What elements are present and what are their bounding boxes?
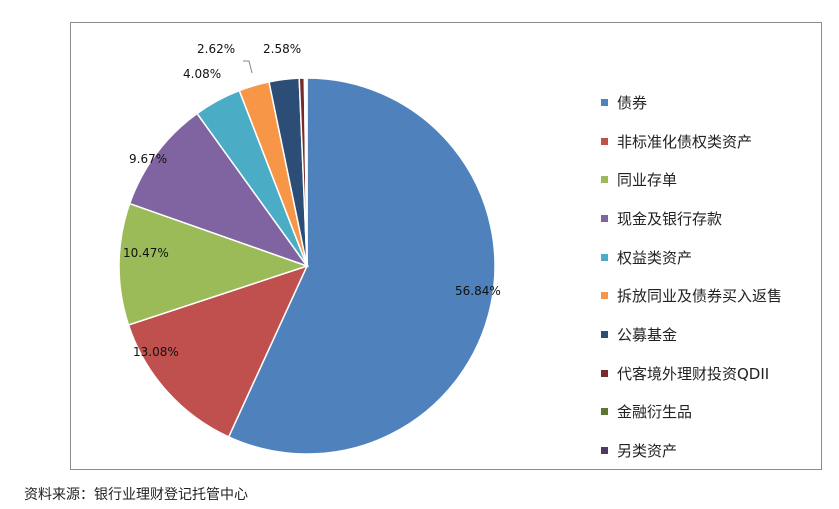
- legend-swatch: [601, 369, 608, 377]
- pie-slice-10: [304, 77, 308, 267]
- legend-item-2: 非标准化债权类资产: [601, 122, 782, 161]
- data-label-7: 2.58%: [263, 42, 301, 56]
- legend-swatch: [601, 176, 608, 184]
- pie-slice-3: [118, 202, 310, 326]
- legend-label: 非标准化债权类资产: [617, 132, 753, 151]
- data-label-6: 2.62%: [197, 42, 235, 56]
- legend-item-8: 代客境外理财投资QDII: [601, 354, 782, 393]
- legend-item-7: 公募基金: [601, 315, 782, 354]
- legend-swatch: [601, 292, 608, 300]
- legend-swatch: [601, 214, 608, 222]
- legend-item-5: 权益类资产: [601, 238, 782, 277]
- legend-label: 拆放同业及债券买入返售: [617, 287, 783, 306]
- legend-label: 权益类资产: [617, 248, 693, 267]
- legend-item-10: 另类资产: [601, 431, 782, 470]
- legend-item-4: 现金及银行存款: [601, 199, 782, 238]
- legend-label: 同业存单: [617, 171, 678, 190]
- data-label-3: 10.47%: [123, 246, 169, 260]
- pie-chart: 56.84% 13.08% 10.47% 9.67% 4.08% 2.62% 2.58%: [118, 42, 501, 455]
- data-label-4: 9.67%: [129, 152, 167, 166]
- leader-line: [243, 60, 253, 74]
- legend-swatch: [601, 447, 608, 455]
- legend-label: 公募基金: [617, 325, 678, 344]
- legend-swatch: [601, 98, 608, 106]
- legend-swatch: [601, 253, 608, 261]
- legend-label: 债券: [617, 93, 648, 112]
- pie-slice-1: [227, 77, 496, 455]
- source-note: 资料来源：银行业理财登记托管中心: [24, 487, 248, 503]
- legend-label: 代客境外理财投资QDII: [617, 364, 770, 383]
- legend-item-1: 债券: [601, 83, 782, 122]
- legend-item-9: 金融衍生品: [601, 393, 782, 432]
- legend-item-3: 同业存单: [601, 160, 782, 199]
- data-label-2: 13.08%: [133, 345, 179, 359]
- legend-label: 金融衍生品: [617, 403, 693, 422]
- legend-swatch: [601, 137, 608, 145]
- legend-label: 另类资产: [617, 442, 678, 461]
- pie-slice-2: [127, 264, 309, 438]
- legend-swatch: [601, 408, 608, 416]
- legend-swatch: [601, 330, 608, 338]
- legend-item-6: 拆放同业及债券买入返售: [601, 276, 782, 315]
- data-label-5: 4.08%: [183, 67, 221, 81]
- chart-frame: 56.84% 13.08% 10.47% 9.67% 4.08% 2.62% 2.58% 债…: [70, 22, 822, 470]
- pie-slice-4: [128, 112, 310, 268]
- legend-label: 现金及银行存款: [617, 209, 723, 228]
- data-label-1: 56.84%: [455, 284, 501, 298]
- chart-legend: 债券非标准化债权类资产 同业存单现金及银行存款 权益类资产拆放同业及债券买入返售 公募…: [601, 83, 782, 470]
